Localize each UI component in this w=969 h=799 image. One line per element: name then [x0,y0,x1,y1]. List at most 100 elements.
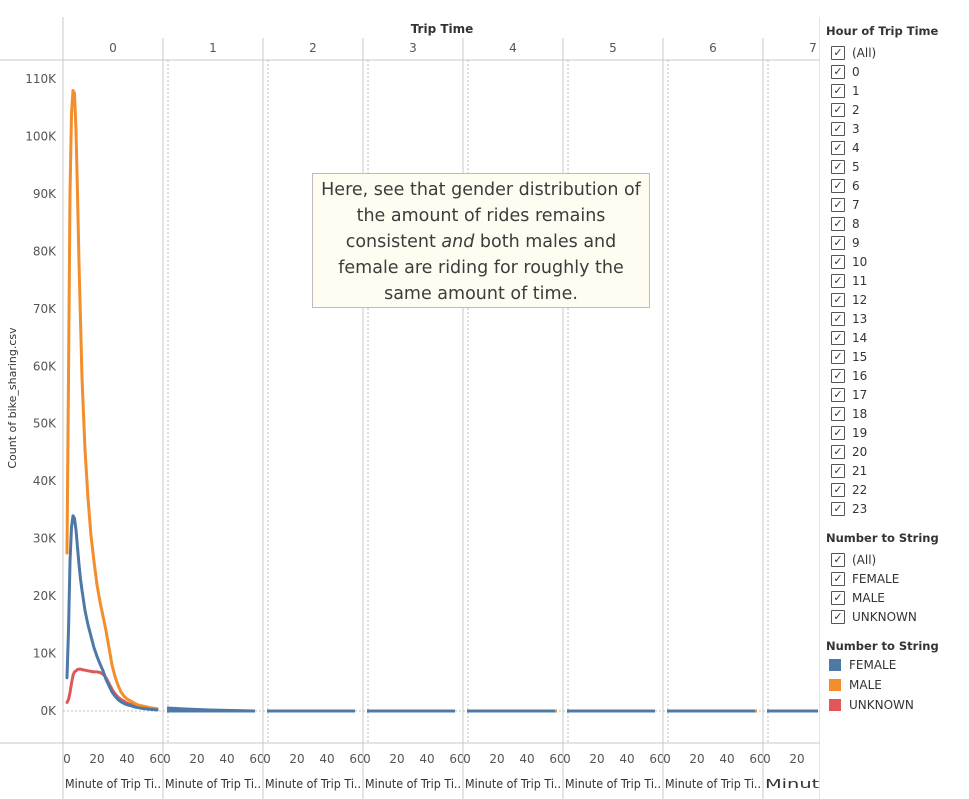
hour-filter-option-label: 5 [852,159,860,174]
checkbox-checked-icon[interactable]: ✓ [831,254,845,269]
checkbox-checked-icon[interactable]: ✓ [831,330,845,345]
x-tick-label: 20 [89,752,104,766]
x-tick-label: 40 [219,752,234,766]
hour-filter-title: Hour of Trip Time [826,24,939,38]
checkbox-checked-icon[interactable]: ✓ [831,387,845,402]
gender-filter-option[interactable]: ✓ (All) [831,550,876,569]
x-tick-label: 40 [519,752,534,766]
panel-header-label: 0 [109,41,117,55]
hour-filter-option[interactable]: ✓ 19 [831,423,867,442]
x-axis-label: Minute o.. [765,777,820,791]
gender-filter-option[interactable]: ✓ UNKNOWN [831,607,917,626]
x-tick-label: 60 [149,752,164,766]
hour-filter-option[interactable]: ✓ 5 [831,157,860,176]
hour-filter-option[interactable]: ✓ 9 [831,233,860,252]
checkbox-checked-icon[interactable]: ✓ [831,45,845,60]
hour-filter-option-label: 15 [852,349,868,364]
hour-filter-option[interactable]: ✓ 15 [831,347,867,366]
x-tick-label: 60 [349,752,364,766]
panel-header-label: 7 [809,41,817,55]
hour-filter-option[interactable]: ✓ 7 [831,195,860,214]
annotation-line-1: Here, see that gender distribution of [321,180,641,200]
hour-filter-option-label: 2 [852,102,860,117]
series-line-male [65,89,159,711]
hour-filter-option[interactable]: ✓ 21 [831,461,867,480]
hour-filter-option[interactable]: ✓ 12 [831,290,867,309]
checkbox-checked-icon[interactable]: ✓ [831,552,845,567]
checkbox-checked-icon[interactable]: ✓ [831,140,845,155]
checkbox-checked-icon[interactable]: ✓ [831,159,845,174]
checkbox-checked-icon[interactable]: ✓ [831,571,845,586]
hour-filter-option[interactable]: ✓ 23 [831,499,867,518]
gender-filter-option[interactable]: ✓ MALE [831,588,885,607]
x-tick-label: 20 [389,752,404,766]
x-tick-label: 0 [663,752,671,766]
gender-filter-option[interactable]: ✓ FEMALE [831,569,899,588]
legend-item[interactable]: FEMALE [829,655,896,675]
checkbox-checked-icon[interactable]: ✓ [831,311,845,326]
checkbox-checked-icon[interactable]: ✓ [831,83,845,98]
legend-swatch [829,699,841,711]
checkbox-checked-icon[interactable]: ✓ [831,197,845,212]
checkbox-checked-icon[interactable]: ✓ [831,235,845,250]
hour-filter-option[interactable]: ✓ 22 [831,480,867,499]
checkbox-checked-icon[interactable]: ✓ [831,349,845,364]
x-tick-label: 60 [249,752,264,766]
hour-filter-option-label: 7 [852,197,860,212]
annotation-line-5: same amount of time. [384,284,578,304]
hour-filter-option[interactable]: ✓ 16 [831,366,867,385]
hour-filter-option-label: 3 [852,121,860,136]
legend-item[interactable]: UNKNOWN [829,695,914,715]
checkbox-checked-icon[interactable]: ✓ [831,216,845,231]
x-tick-label: 0 [563,752,571,766]
checkbox-checked-icon[interactable]: ✓ [831,406,845,421]
hour-filter-option-label: 6 [852,178,860,193]
hour-filter-option[interactable]: ✓ (All) [831,43,876,62]
x-tick-label: 60 [449,752,464,766]
hour-filter-option[interactable]: ✓ 10 [831,252,867,271]
checkbox-checked-icon[interactable]: ✓ [831,609,845,624]
panel-header-label: 6 [709,41,717,55]
hour-filter-option[interactable]: ✓ 20 [831,442,867,461]
checkbox-checked-icon[interactable]: ✓ [831,292,845,307]
hour-filter-option[interactable]: ✓ 1 [831,81,860,100]
hour-filter-option[interactable]: ✓ 2 [831,100,860,119]
legend-item[interactable]: MALE [829,675,882,695]
panel-header-label: 1 [209,41,217,55]
checkbox-checked-icon[interactable]: ✓ [831,482,845,497]
y-tick-label: 100K [25,129,57,143]
checkbox-checked-icon[interactable]: ✓ [831,444,845,459]
checkbox-checked-icon[interactable]: ✓ [831,425,845,440]
checkbox-checked-icon[interactable]: ✓ [831,121,845,136]
hour-filter-option-label: 14 [852,330,868,345]
hour-filter-option[interactable]: ✓ 14 [831,328,867,347]
hour-filter-option[interactable]: ✓ 11 [831,271,867,290]
hour-filter-option-label: 20 [852,444,868,459]
checkbox-checked-icon[interactable]: ✓ [831,178,845,193]
checkbox-checked-icon[interactable]: ✓ [831,463,845,478]
x-tick-label: 40 [319,752,334,766]
hour-filter-option[interactable]: ✓ 4 [831,138,860,157]
checkbox-checked-icon[interactable]: ✓ [831,590,845,605]
hour-filter-option[interactable]: ✓ 3 [831,119,860,138]
hour-filter-option[interactable]: ✓ 8 [831,214,860,233]
gender-filter-option-label: FEMALE [852,571,900,586]
annotation-line-4: female are riding for roughly the [338,258,624,278]
trip-time-chart: Trip Time 0 0 20 40 60 Minute of Trip Ti.. 1 0 20… [0,17,820,799]
checkbox-checked-icon[interactable]: ✓ [831,368,845,383]
hour-filter-option[interactable]: ✓ 6 [831,176,860,195]
hour-filter-option[interactable]: ✓ 17 [831,385,867,404]
checkbox-checked-icon[interactable]: ✓ [831,273,845,288]
x-tick-label: 60 [649,752,664,766]
checkbox-checked-icon[interactable]: ✓ [831,102,845,117]
y-tick-label: 110K [25,72,57,86]
y-tick-label: 40K [33,474,57,488]
checkbox-checked-icon[interactable]: ✓ [831,501,845,516]
hour-filter-option-label: 21 [852,463,868,478]
hour-filter-option[interactable]: ✓ 13 [831,309,867,328]
hour-filter-option[interactable]: ✓ 0 [831,62,860,81]
legend-item-label: MALE [849,678,882,692]
hour-filter-option[interactable]: ✓ 18 [831,404,867,423]
checkbox-checked-icon[interactable]: ✓ [831,64,845,79]
